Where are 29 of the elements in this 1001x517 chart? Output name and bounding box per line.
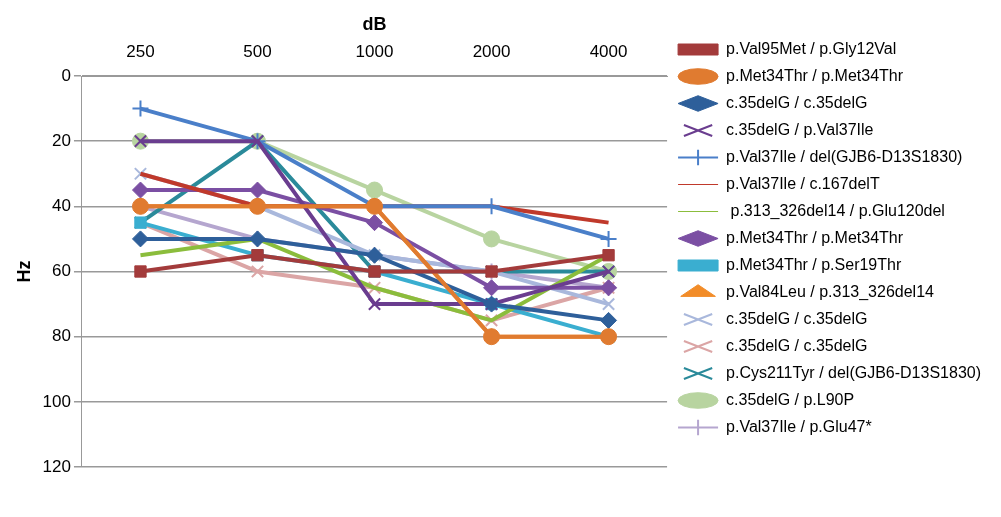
legend-label: p.Met34Thr / p.Met34Thr (726, 66, 904, 84)
legend-label: p.Val37Ile / c.167delT (726, 174, 880, 192)
legend-label: p.Val95Met / p.Gly12Val (726, 39, 897, 57)
x-tick-label: 1000 (355, 42, 394, 62)
legend-label: p.313_326del14 / p.Glu120del (726, 201, 945, 220)
legend-label: c.35delG / p.L90P (726, 390, 855, 408)
x-tick-label: 4000 (589, 42, 628, 62)
x-tick-label: 250 (126, 42, 155, 62)
x-tick-label: 500 (243, 42, 272, 62)
y-tick-label: 20 (52, 130, 71, 150)
y-axis-title: Hz (13, 260, 34, 283)
legend-label: p.Val37Ile / del(GJB6-D13S1830) (726, 147, 963, 165)
y-tick-label: 60 (52, 261, 71, 281)
legend-label: p.Cys211Tyr / del(GJB6-D13S1830) (726, 363, 982, 381)
y-tick-label: 100 (42, 391, 71, 411)
y-tick-label: 0 (61, 65, 71, 85)
y-tick-label: 120 (42, 456, 71, 476)
y-tick-label: 80 (52, 326, 71, 346)
legend-label: c.35delG / p.Val37Ile (726, 120, 874, 138)
legend-label: c.35delG / c.35delG (726, 93, 868, 111)
legend-label: p.Val84Leu / p.313_326del14 (726, 282, 935, 301)
y-tick-label: 40 (52, 196, 71, 216)
legend-label: p.Met34Thr / p.Ser19Thr (726, 255, 902, 273)
x-tick-label: 2000 (472, 42, 511, 62)
legend-label: p.Val37Ile / p.Glu47* (726, 417, 872, 435)
legend-label: c.35delG / c.35delG (726, 336, 868, 354)
legend-label: c.35delG / c.35delG (726, 309, 868, 327)
legend-label: p.Met34Thr / p.Met34Thr (726, 228, 904, 246)
x-axis-title: dB (362, 13, 387, 34)
